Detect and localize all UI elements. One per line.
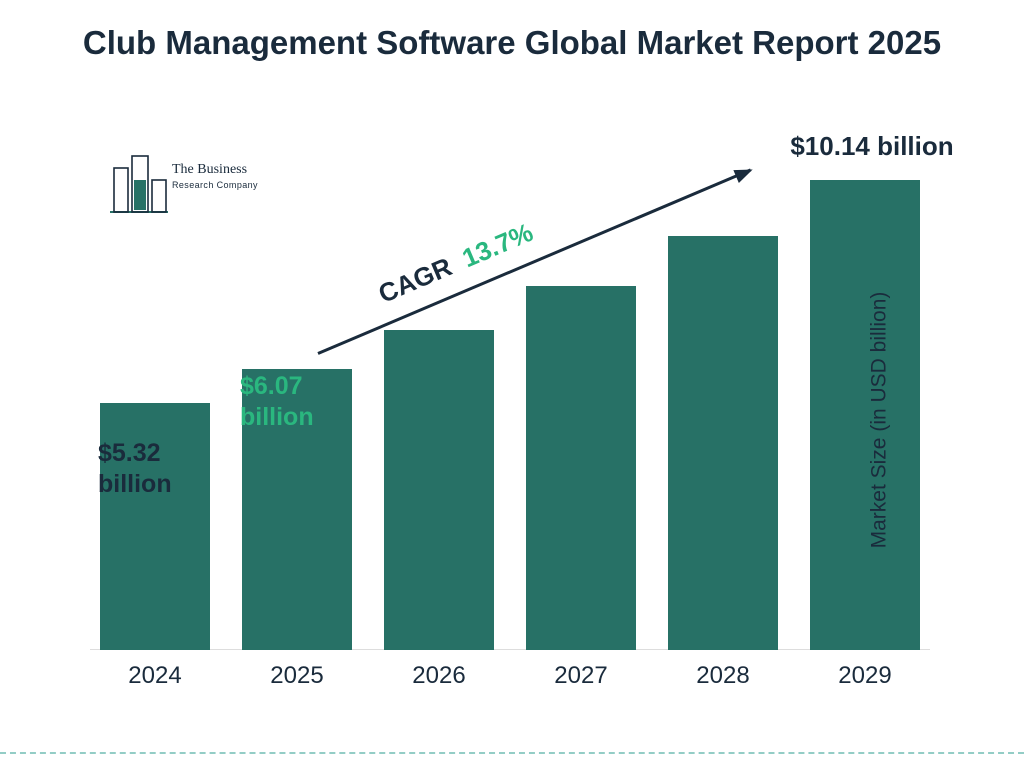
callout-2029-line1: $10.14 billion: [790, 131, 953, 161]
chart-title: Club Management Software Global Market R…: [0, 22, 1024, 63]
bar-2026: [384, 330, 494, 650]
footer-dashed-line: [0, 752, 1024, 754]
callout-2024: $5.32 billion: [98, 438, 172, 501]
callout-2025-line1: $6.07: [240, 372, 303, 400]
callout-2024-line2: billion: [98, 470, 172, 498]
callout-2024-line1: $5.32: [98, 439, 161, 467]
x-label-2025: 2025: [242, 662, 352, 690]
callout-2025: $6.07 billion: [240, 371, 314, 434]
y-axis-label: Market Size (in USD billion): [868, 292, 892, 549]
x-label-2027: 2027: [526, 662, 636, 690]
x-label-2024: 2024: [100, 662, 210, 690]
callout-2025-line2: billion: [240, 403, 314, 431]
callout-2029: $10.14 billion: [772, 130, 972, 163]
x-label-2028: 2028: [668, 662, 778, 690]
x-label-2029: 2029: [810, 662, 920, 690]
chart-canvas: Club Management Software Global Market R…: [0, 0, 1024, 768]
x-axis-baseline: [90, 649, 930, 650]
x-label-2026: 2026: [384, 662, 494, 690]
bar-2028: [668, 236, 778, 650]
bar-2029: [810, 180, 920, 650]
bar-2027: [526, 286, 636, 650]
